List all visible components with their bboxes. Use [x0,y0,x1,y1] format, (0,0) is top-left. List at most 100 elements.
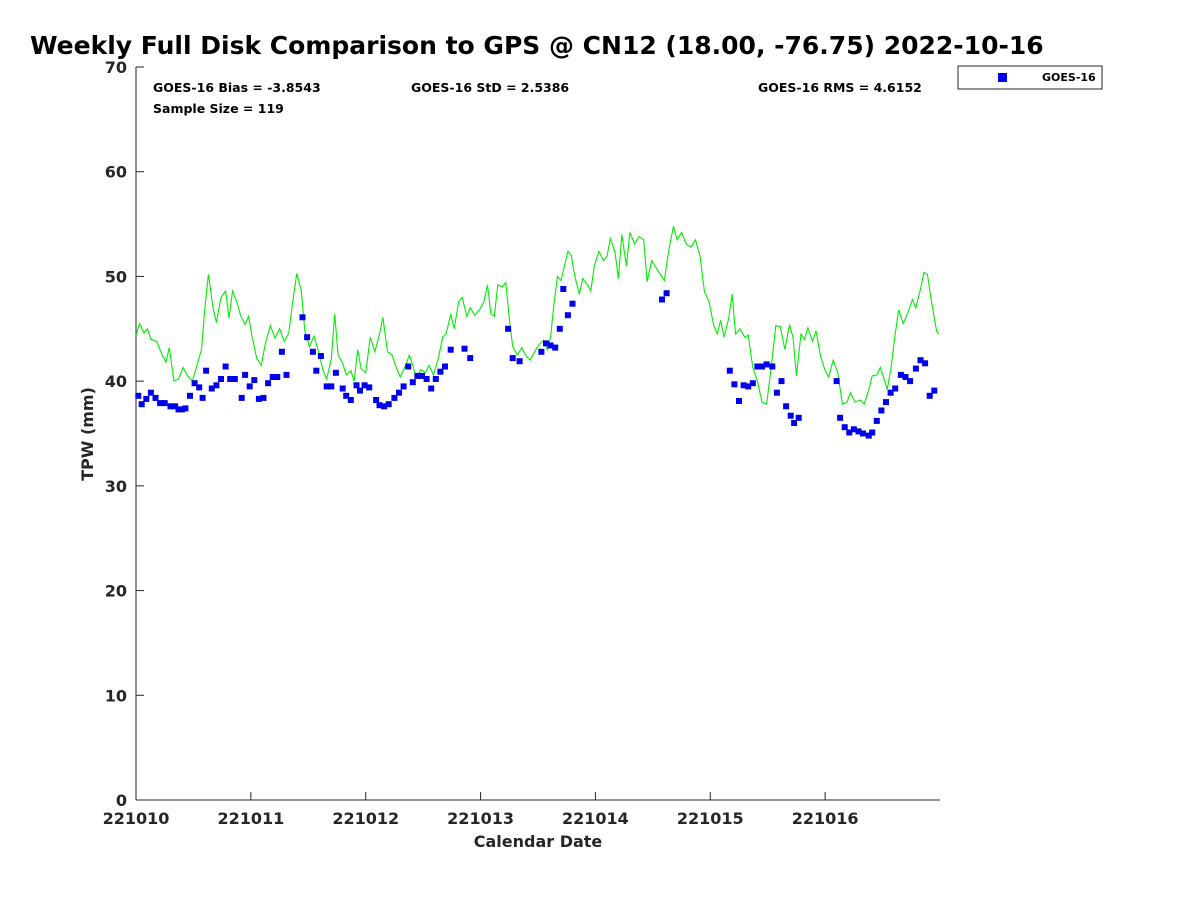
goes16-point [409,379,416,386]
goes16-point [391,394,398,401]
goes16-point [260,394,267,401]
goes16-point [328,383,335,390]
goes16-point [663,290,670,297]
goes16-point [912,365,919,372]
x-axis-ticks: 221010 221011 221012 221013 221014 221015 2210… [103,792,859,828]
goes16-point [304,334,311,341]
goes16-point [178,406,185,413]
goes16-point [152,394,159,401]
goes16-point [461,345,468,352]
goes16-point [538,348,545,355]
x-tick-label: 221013 [447,809,514,828]
y-tick-label: 40 [105,372,127,391]
goes16-point [138,401,145,408]
goes16-point [135,392,142,399]
goes16-point [199,394,206,401]
goes16-point [172,403,179,410]
goes16-point [897,371,904,378]
goes16-point [143,395,150,402]
goes16-point [218,376,224,382]
goes16-point [869,429,876,436]
goes16-point [749,380,756,387]
x-tick-label: 221010 [103,809,170,828]
goes16-point [791,420,798,426]
goes16-point [907,378,914,385]
legend: GOES-16 [957,65,1103,90]
goes16-point [769,363,776,370]
sample-size-stat: Sample Size = 119 [153,101,284,116]
goes16-point [231,376,238,382]
goes16-point [157,400,164,407]
goes16-point [323,383,330,390]
goes16-point [309,348,316,355]
x-tick-label: 221014 [562,809,629,828]
goes16-point [931,387,938,394]
y-tick-label: 30 [105,477,127,496]
legend-box [957,65,1103,90]
goes16-point [841,424,848,431]
goes16-point [926,392,933,399]
goes16-point [763,361,770,368]
goes16-point [778,378,785,385]
goes16-point [865,432,872,439]
goes16-point [846,429,853,436]
bias-stat: GOES-16 Bias = -3.8543 [153,80,321,95]
goes16-point [278,348,285,355]
goes16-point [343,392,350,399]
goes16-point [242,371,249,378]
goes16-point [400,383,407,390]
series-layer [135,226,940,439]
goes16-point [783,403,790,410]
goes16-point [265,380,272,387]
goes16-point [892,385,899,392]
goes16-point [726,367,733,374]
goes16-point [447,346,454,353]
goes16-point [740,382,747,389]
goes16-point [414,372,421,379]
goes16-point [516,358,523,365]
goes16-point [887,389,894,396]
goes16-point [196,384,203,391]
goes16-point [467,355,474,362]
goes16-point [161,400,168,407]
goes16-point [366,384,373,391]
legend-marker-goes16 [998,73,1007,82]
goes16-point [373,397,380,403]
goes16-point [564,312,571,319]
x-tick-label: 221012 [332,809,399,828]
rms-stat: GOES-16 RMS = 4.6152 [758,80,922,95]
goes16-point [423,376,430,382]
goes16-point [332,369,339,376]
goes16-point [191,380,198,387]
goes16-point [283,371,290,378]
y-tick-label: 60 [105,163,127,182]
goes16-point [255,395,262,402]
goes16-point [787,412,794,419]
goes16-point [317,353,324,359]
goes16-point [773,389,780,396]
goes16-point [569,300,576,307]
goes16-point [556,325,563,332]
goes16-point [560,286,567,292]
goes16-point [339,385,346,392]
goes16-point [855,428,862,435]
goes16-point [902,374,909,380]
goes16-point [246,383,253,390]
goes16-point [274,374,281,380]
goes16-point [353,382,360,389]
goes16-point [357,387,363,394]
x-tick-label: 221011 [217,809,284,828]
y-tick-label: 10 [105,686,127,705]
goes16-point [385,401,392,408]
y-tick-label: 0 [116,791,127,810]
goes16-point [547,342,554,349]
goes16-point [922,360,929,367]
goes16-point [147,389,154,396]
goes16-point [419,372,425,379]
goes16-point [175,406,182,413]
goes16-point [878,407,885,414]
goes16-point [432,376,439,382]
plot-area: 0 10 20 30 40 50 60 70 221010 221011 221012 221013… [103,58,940,828]
std-stat: GOES-16 StD = 2.5386 [411,80,569,95]
